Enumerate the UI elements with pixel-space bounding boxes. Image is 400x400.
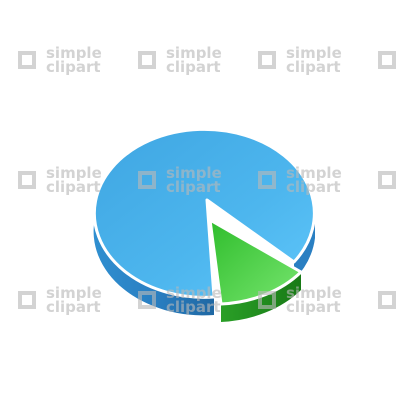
blue-slice-side	[93, 200, 214, 316]
